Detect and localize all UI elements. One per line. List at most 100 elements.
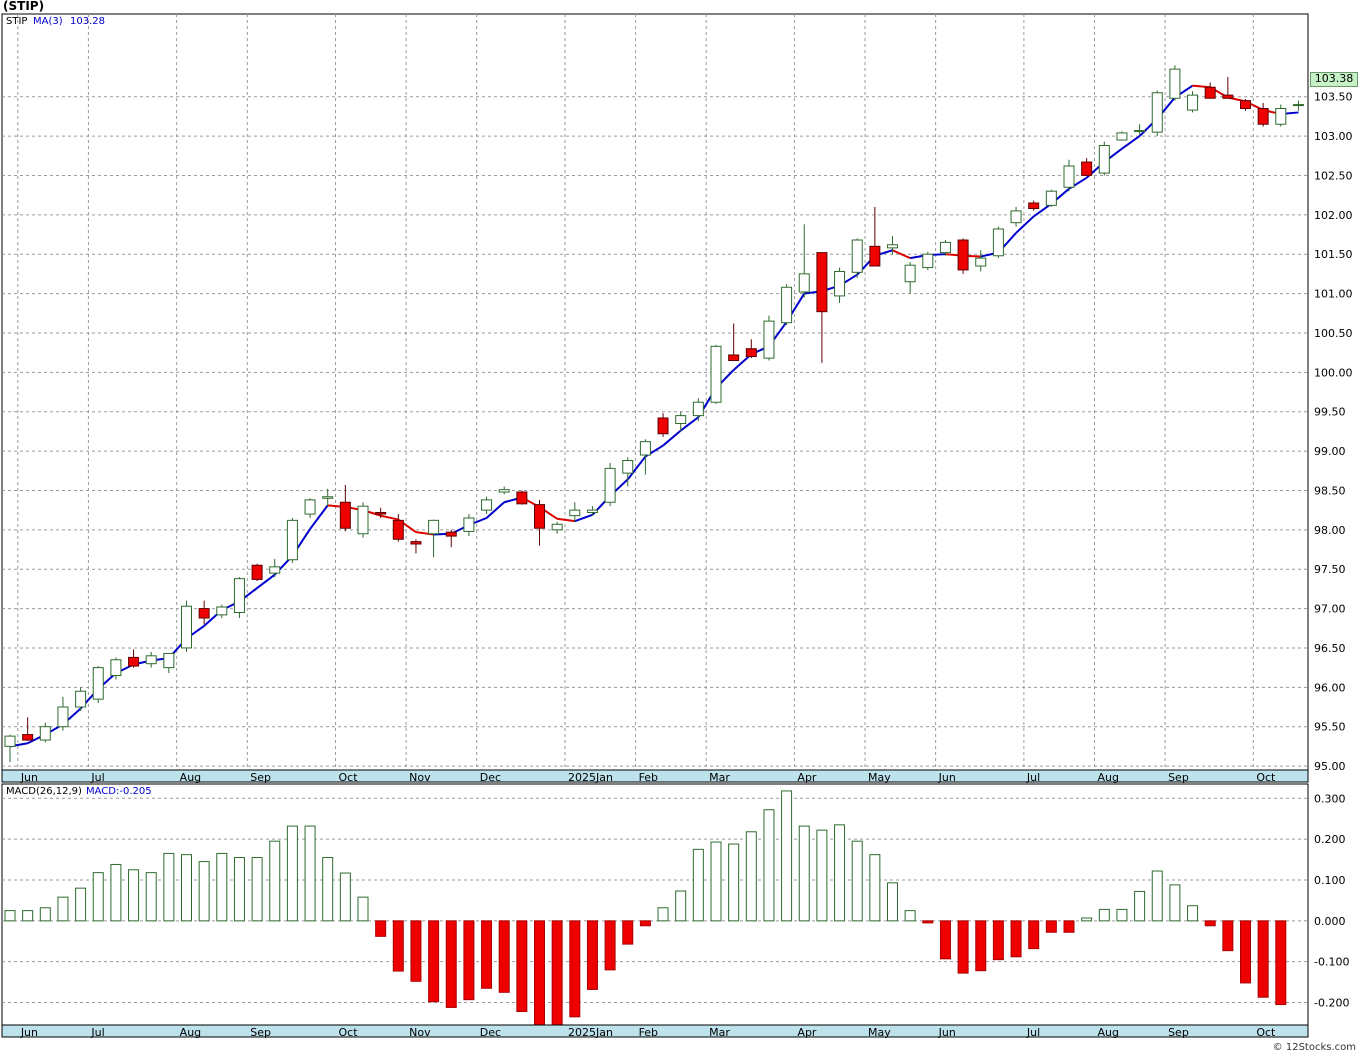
macd-bar [851, 840, 863, 922]
macd-bar [1169, 884, 1181, 922]
macd-bar [887, 882, 898, 922]
candle-body [1098, 145, 1110, 174]
ma-line-segment [256, 573, 276, 589]
price-tick-label: 103.00 [1314, 130, 1353, 143]
macd-bar [57, 896, 69, 922]
macd-bar [181, 854, 192, 922]
price-x-label: Jun [20, 771, 38, 784]
macd-bar [1187, 905, 1199, 922]
price-tick-label: 95.00 [1314, 760, 1346, 773]
macd-x-label: Nov [409, 1026, 431, 1039]
candle-body [463, 517, 475, 532]
price-tick-label: 96.50 [1314, 642, 1346, 655]
macd-bar [992, 920, 1004, 961]
candle-body [534, 504, 545, 529]
macd-label: MACD(26,12,9) [6, 786, 82, 797]
ma-line-segment [574, 513, 593, 523]
candle-body [392, 519, 404, 540]
macd-bar [516, 920, 528, 1013]
macd-bar [692, 848, 704, 922]
price-tick-label: 96.00 [1314, 681, 1346, 694]
candle-body [57, 706, 69, 728]
candle-body [957, 239, 969, 271]
candle-body [639, 441, 651, 456]
candle-body [1063, 165, 1075, 188]
price-x-label: Oct [1256, 771, 1276, 784]
macd-bar [1257, 920, 1269, 998]
macd-bar [745, 831, 757, 922]
candle-body [1187, 94, 1199, 111]
candle-body [904, 264, 916, 283]
candle-body [992, 228, 1004, 257]
candle-body [975, 257, 987, 267]
macd-bar [534, 920, 545, 1026]
macd-x-label: Jul [90, 1026, 104, 1039]
macd-bar [39, 907, 51, 922]
candle-body [1204, 86, 1216, 99]
price-tick-label: 101.50 [1314, 248, 1353, 261]
candle-body [128, 656, 140, 667]
macd-bar [1081, 917, 1093, 922]
candle-body [745, 348, 757, 358]
ma-line-segment [485, 501, 505, 519]
macd-bar [1116, 908, 1128, 922]
candle-body [4, 735, 16, 747]
macd-value: MACD:-0.205 [86, 786, 152, 797]
macd-bar [569, 920, 581, 1018]
macd-bar [816, 829, 828, 922]
candle-body [604, 467, 616, 503]
candle-body [781, 286, 793, 324]
candle-body [675, 415, 687, 424]
candle-body [887, 244, 898, 249]
candle-body [1134, 130, 1146, 133]
candle-body [110, 659, 122, 676]
footer-copyright: © 12Stocks.com [1272, 1042, 1356, 1053]
macd-x-label: 2025Jan [568, 1026, 613, 1039]
candle-body [816, 252, 828, 313]
candle-body [516, 491, 528, 505]
candle-body [498, 489, 510, 493]
candle-body [357, 505, 369, 535]
macd-bar [498, 920, 510, 993]
candle-body [692, 401, 704, 417]
price-tick-label: 100.50 [1314, 327, 1353, 340]
price-tick-label: 99.50 [1314, 406, 1346, 419]
macd-bar [304, 825, 316, 922]
macd-x-label: Aug [1097, 1026, 1118, 1039]
macd-bar [781, 790, 793, 922]
candle-body [304, 499, 316, 515]
candle-body [75, 690, 87, 708]
candle-body [1240, 100, 1251, 109]
macd-bar [1028, 920, 1040, 950]
candle-body [181, 605, 192, 649]
ma-line-segment [680, 416, 699, 432]
price-tick-label: 95.50 [1314, 721, 1346, 734]
macd-bar [939, 920, 951, 960]
macd-bar [904, 910, 916, 922]
candle-body [1045, 190, 1057, 206]
macd-bar [145, 872, 157, 922]
macd-x-label: May [868, 1026, 891, 1039]
candle-body [198, 608, 210, 619]
candle-body [339, 501, 351, 529]
ma-line-segment [309, 504, 329, 530]
candle-body [710, 345, 722, 403]
macd-bar [75, 887, 87, 922]
macd-bar [110, 863, 122, 922]
macd-x-label: Mar [709, 1026, 730, 1039]
candle-body [1116, 132, 1128, 141]
macd-bar [975, 920, 987, 972]
last-price-badge: 103.38 [1310, 72, 1358, 87]
candle-body [657, 417, 669, 435]
price-tick-label: 98.50 [1314, 484, 1346, 497]
ma-label: MA(3) [33, 16, 63, 27]
price-x-label: Feb [639, 771, 658, 784]
macd-x-label: Oct [339, 1026, 359, 1039]
price-tick-label: 103.50 [1314, 91, 1353, 104]
price-tick-label: 97.00 [1314, 603, 1346, 616]
price-tick-label: 102.50 [1314, 169, 1353, 182]
candle-body [763, 320, 775, 359]
macd-bar [798, 825, 810, 922]
macd-bar [357, 896, 369, 922]
